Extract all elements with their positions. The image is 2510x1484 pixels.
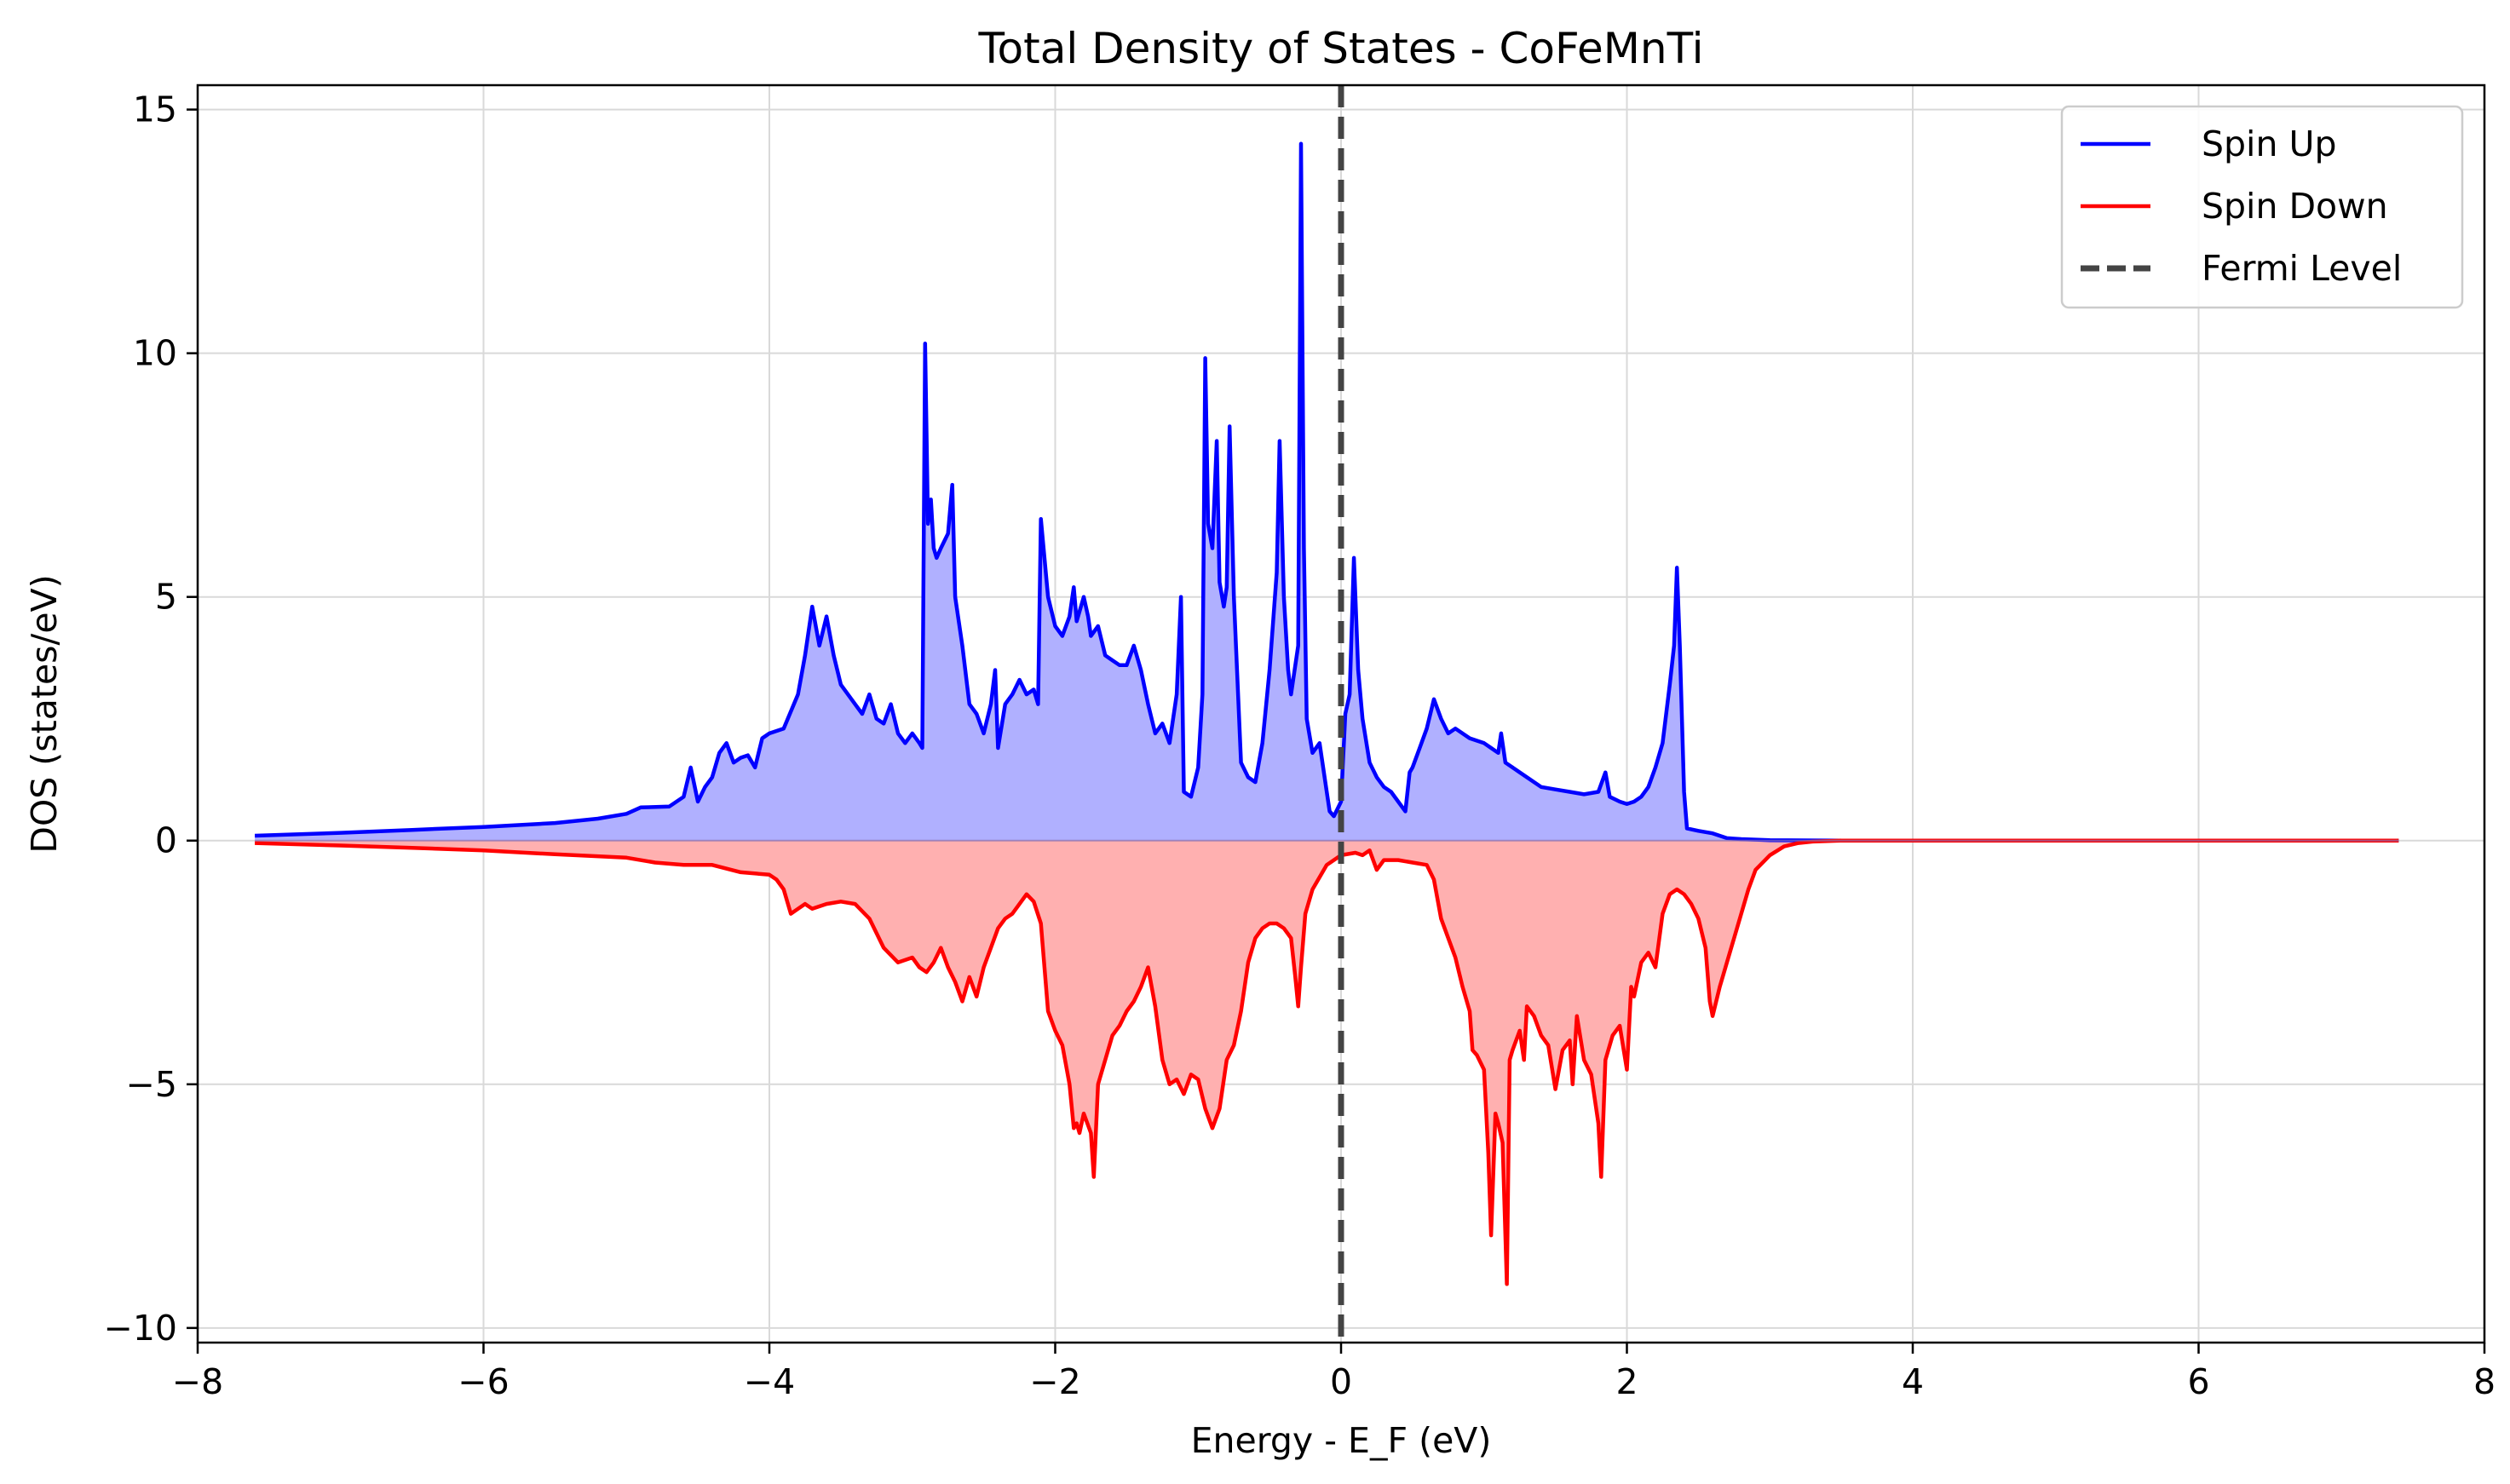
y-tick-label-0: −10 <box>103 1308 177 1349</box>
y-axis-ticks: −10 −5 0 5 10 15 <box>103 89 198 1349</box>
legend-label-spin-up: Spin Up <box>2202 124 2337 164</box>
legend-label-spin-down: Spin Down <box>2202 186 2388 227</box>
x-tick-label-1: −6 <box>458 1361 509 1402</box>
x-tick-label-8: 8 <box>2473 1361 2496 1402</box>
legend: Spin Up Spin Down Fermi Level <box>2060 105 2464 309</box>
x-tick-label-4: 0 <box>1330 1361 1352 1402</box>
legend-box <box>2060 105 2464 309</box>
x-tick-label-7: 6 <box>2187 1361 2209 1402</box>
x-tick-label-2: −4 <box>744 1361 795 1402</box>
x-tick-label-0: −8 <box>172 1361 223 1402</box>
y-tick-label-4: 10 <box>133 333 177 374</box>
x-tick-label-5: 2 <box>1615 1361 1638 1402</box>
y-tick-label-3: 5 <box>155 577 177 618</box>
y-tick-label-5: 15 <box>133 89 177 130</box>
y-tick-label-2: 0 <box>155 820 177 861</box>
legend-label-fermi-level: Fermi Level <box>2202 248 2402 289</box>
spin-down-line <box>255 838 2399 1286</box>
series-lines <box>255 141 2399 1286</box>
x-axis-ticks: −8 −6 −4 −2 0 2 4 6 8 <box>172 1343 2496 1402</box>
x-tick-label-3: −2 <box>1029 1361 1080 1402</box>
chart-title: Total Density of States - CoFeMnTi <box>978 24 1704 73</box>
y-axis-label: DOS (states/eV) <box>24 574 65 853</box>
x-tick-label-6: 4 <box>1902 1361 1924 1402</box>
x-axis-label: Energy - E_F (eV) <box>1191 1420 1492 1461</box>
spin-up-line <box>255 141 2399 843</box>
y-tick-label-1: −5 <box>126 1064 177 1105</box>
